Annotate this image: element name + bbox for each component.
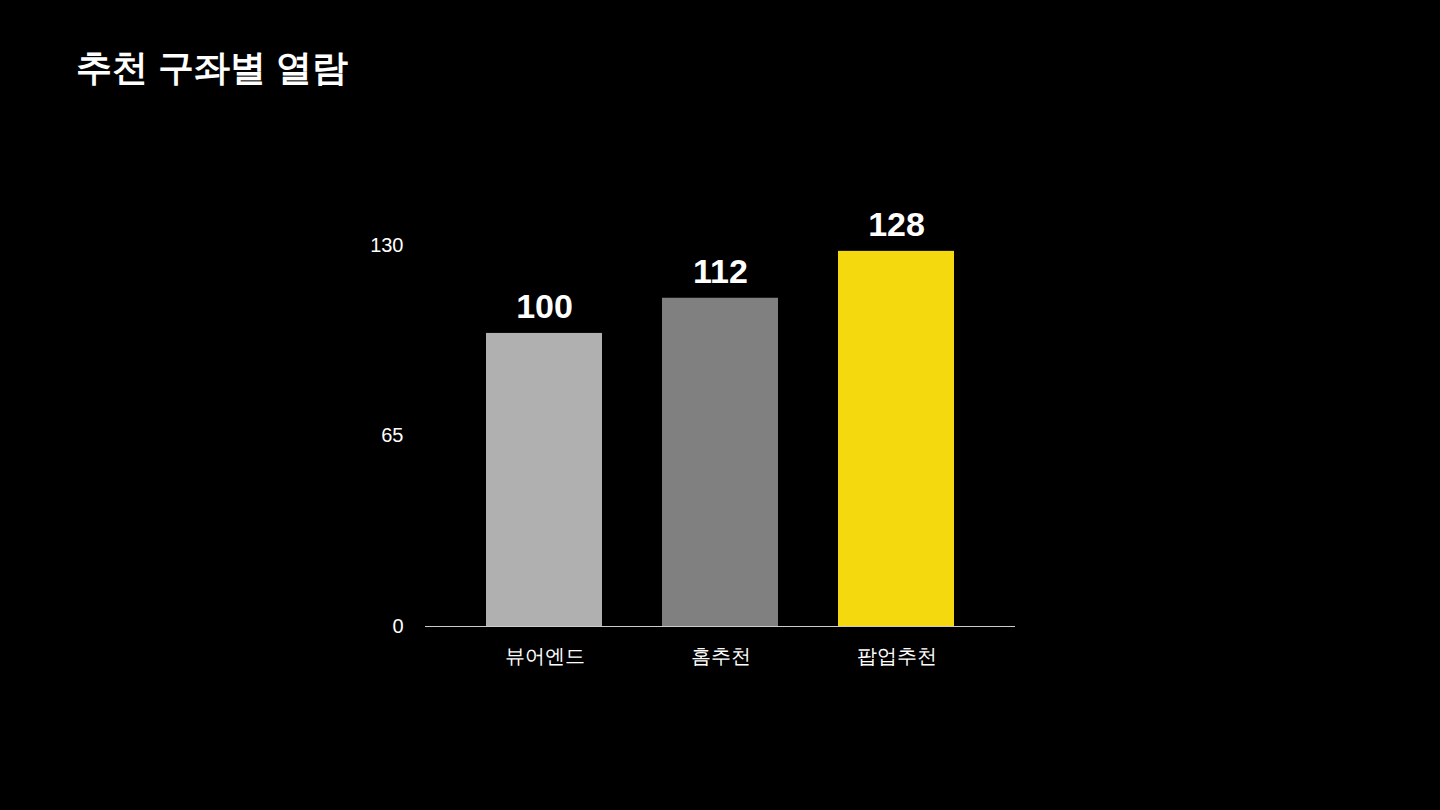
svg-text:뷰어엔드: 뷰어엔드 [505,645,585,667]
svg-text:100: 100 [516,287,573,325]
svg-text:팝업추천: 팝업추천 [857,645,937,667]
svg-text:홈추천: 홈추천 [691,645,751,667]
svg-text:130: 130 [370,234,403,256]
svg-text:112: 112 [693,252,748,290]
svg-text:0: 0 [392,615,403,637]
svg-text:65: 65 [381,424,403,446]
svg-text:128: 128 [868,205,925,243]
html-text:추천 구좌별 열람: 추천 구좌별 열람 [76,47,348,88]
